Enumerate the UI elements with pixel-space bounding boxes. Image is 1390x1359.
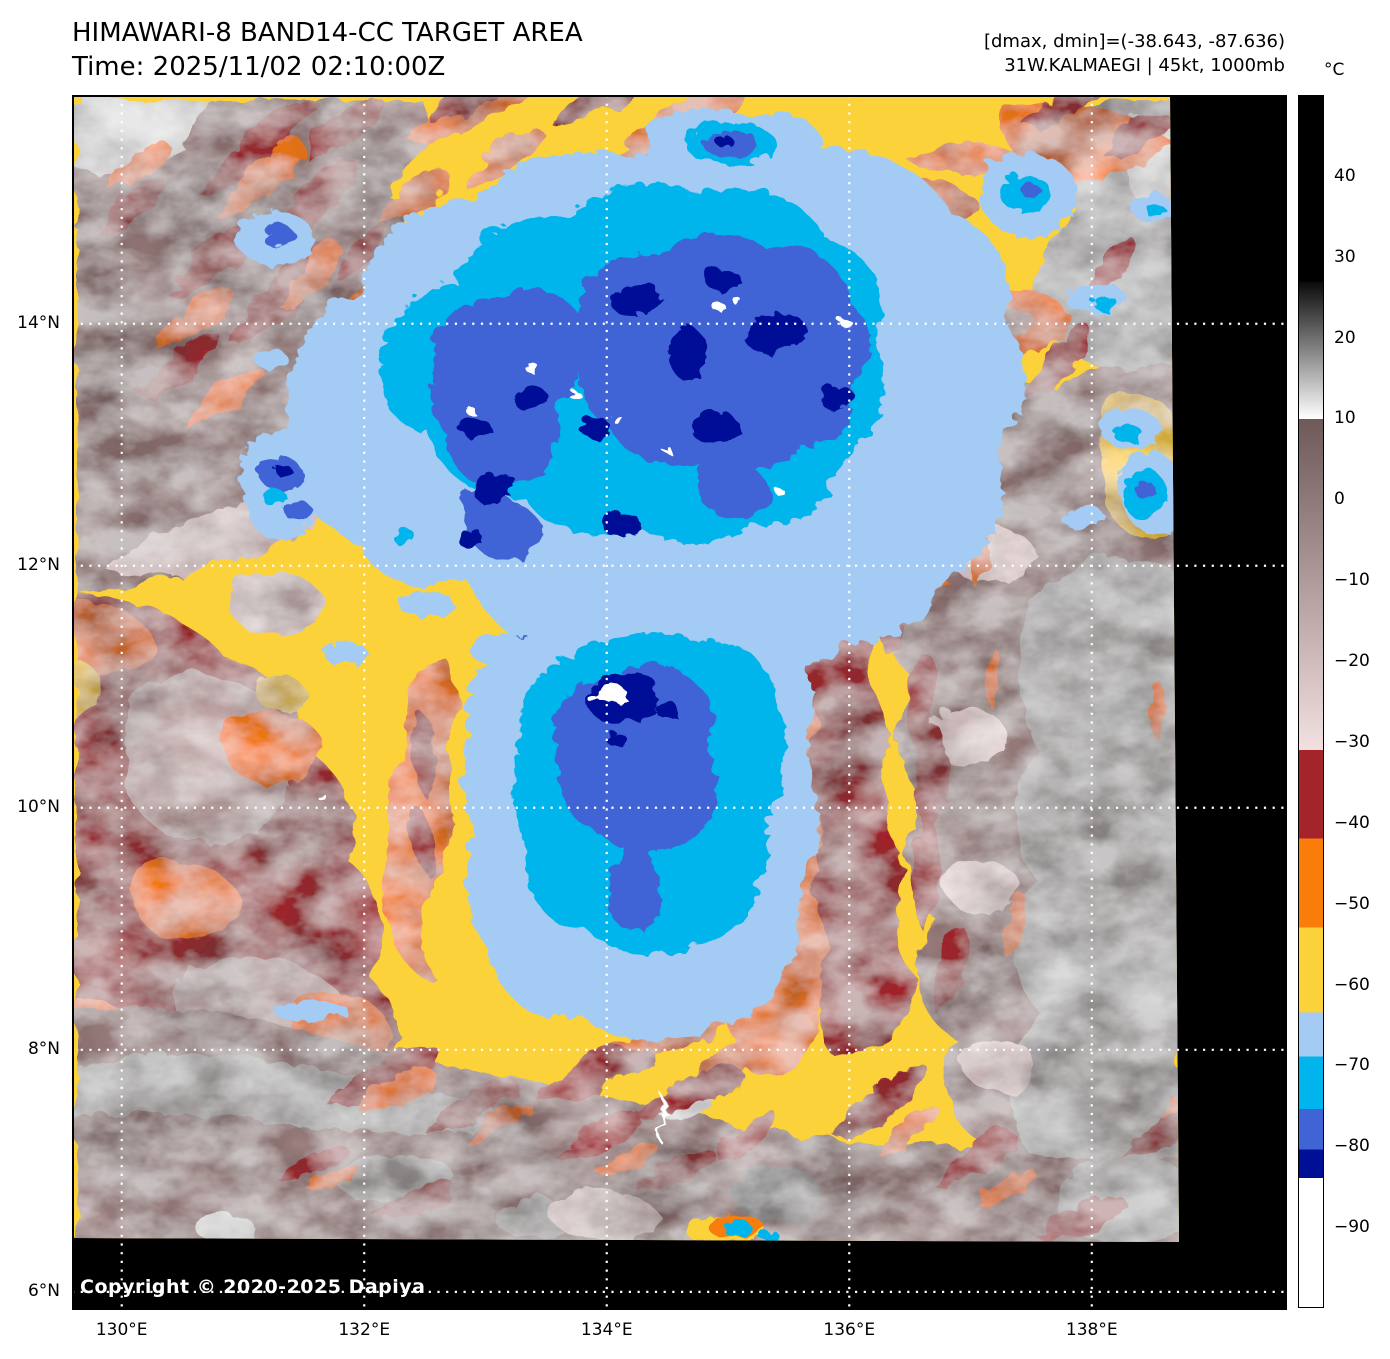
- lon-tick-label: 138°E: [1065, 1320, 1118, 1340]
- header-annotations: [dmax, dmin]=(-38.643, -87.636) 31W.KALMA…: [984, 30, 1285, 78]
- lat-tick-label: 6°N: [27, 1280, 60, 1301]
- scan-data-region: [72, 95, 1179, 1242]
- colorbar-tick-label: −60: [1334, 974, 1370, 995]
- colorbar-gradient: [1299, 96, 1323, 1307]
- map-border: [72, 95, 1287, 1310]
- lon-tick-label: 130°E: [95, 1320, 148, 1340]
- lat-tick-label: 12°N: [17, 554, 60, 575]
- colorbar-tick-label: −70: [1334, 1055, 1370, 1076]
- colorbar-tick-label: −30: [1334, 731, 1370, 752]
- colorbar-tick-label: −90: [1334, 1217, 1370, 1238]
- product-title: HIMAWARI-8 BAND14-CC TARGET AREA: [72, 18, 583, 48]
- satellite-map: Copyright © 2020-2025 Dapiya: [72, 95, 1287, 1310]
- copyright-watermark: Copyright © 2020-2025 Dapiya: [80, 1276, 426, 1298]
- island-coastline: [654, 1089, 664, 1143]
- colorbar-tick-label: 40: [1334, 165, 1356, 186]
- colorbar-tick-label: 0: [1334, 489, 1345, 510]
- colorbar-tick-label: 20: [1334, 327, 1356, 348]
- colorbar-tick-label: −10: [1334, 570, 1370, 591]
- colorbar: [1298, 95, 1324, 1308]
- overshooting-top: [592, 682, 624, 700]
- colorbar-tick-label: −80: [1334, 1136, 1370, 1157]
- lon-tick-label: 132°E: [338, 1320, 391, 1340]
- storm-core: [459, 585, 815, 1037]
- colorbar-tick-label: 30: [1334, 246, 1356, 267]
- colorbar-tick-label: −40: [1334, 812, 1370, 833]
- colorbar-tick-label: −50: [1334, 893, 1370, 914]
- dmax-dmin-annotation: [dmax, dmin]=(-38.643, -87.636): [983, 31, 1285, 52]
- overshooting-top-speckles: [315, 298, 848, 798]
- page-title: HIMAWARI-8 BAND14-CC TARGET AREA Time: 20…: [72, 16, 583, 84]
- colorbar-unit-label: °C: [1324, 60, 1345, 80]
- product-time: Time: 2025/11/02 02:10:00Z: [72, 52, 446, 82]
- lon-tick-label: 136°E: [823, 1320, 876, 1340]
- lat-tick-label: 8°N: [27, 1038, 60, 1059]
- lon-tick-label: 134°E: [580, 1320, 633, 1340]
- satellite-image: [72, 95, 1287, 1310]
- storm-annotation: 31W.KALMAEGI | 45kt, 1000mb: [1004, 55, 1285, 76]
- cold-cloud-layer: [234, 104, 1172, 1241]
- lat-tick-label: 10°N: [17, 796, 60, 817]
- lat-tick-label: 14°N: [17, 312, 60, 333]
- colorbar-tick-label: −20: [1334, 651, 1370, 672]
- colorbar-tick-label: 10: [1334, 408, 1356, 429]
